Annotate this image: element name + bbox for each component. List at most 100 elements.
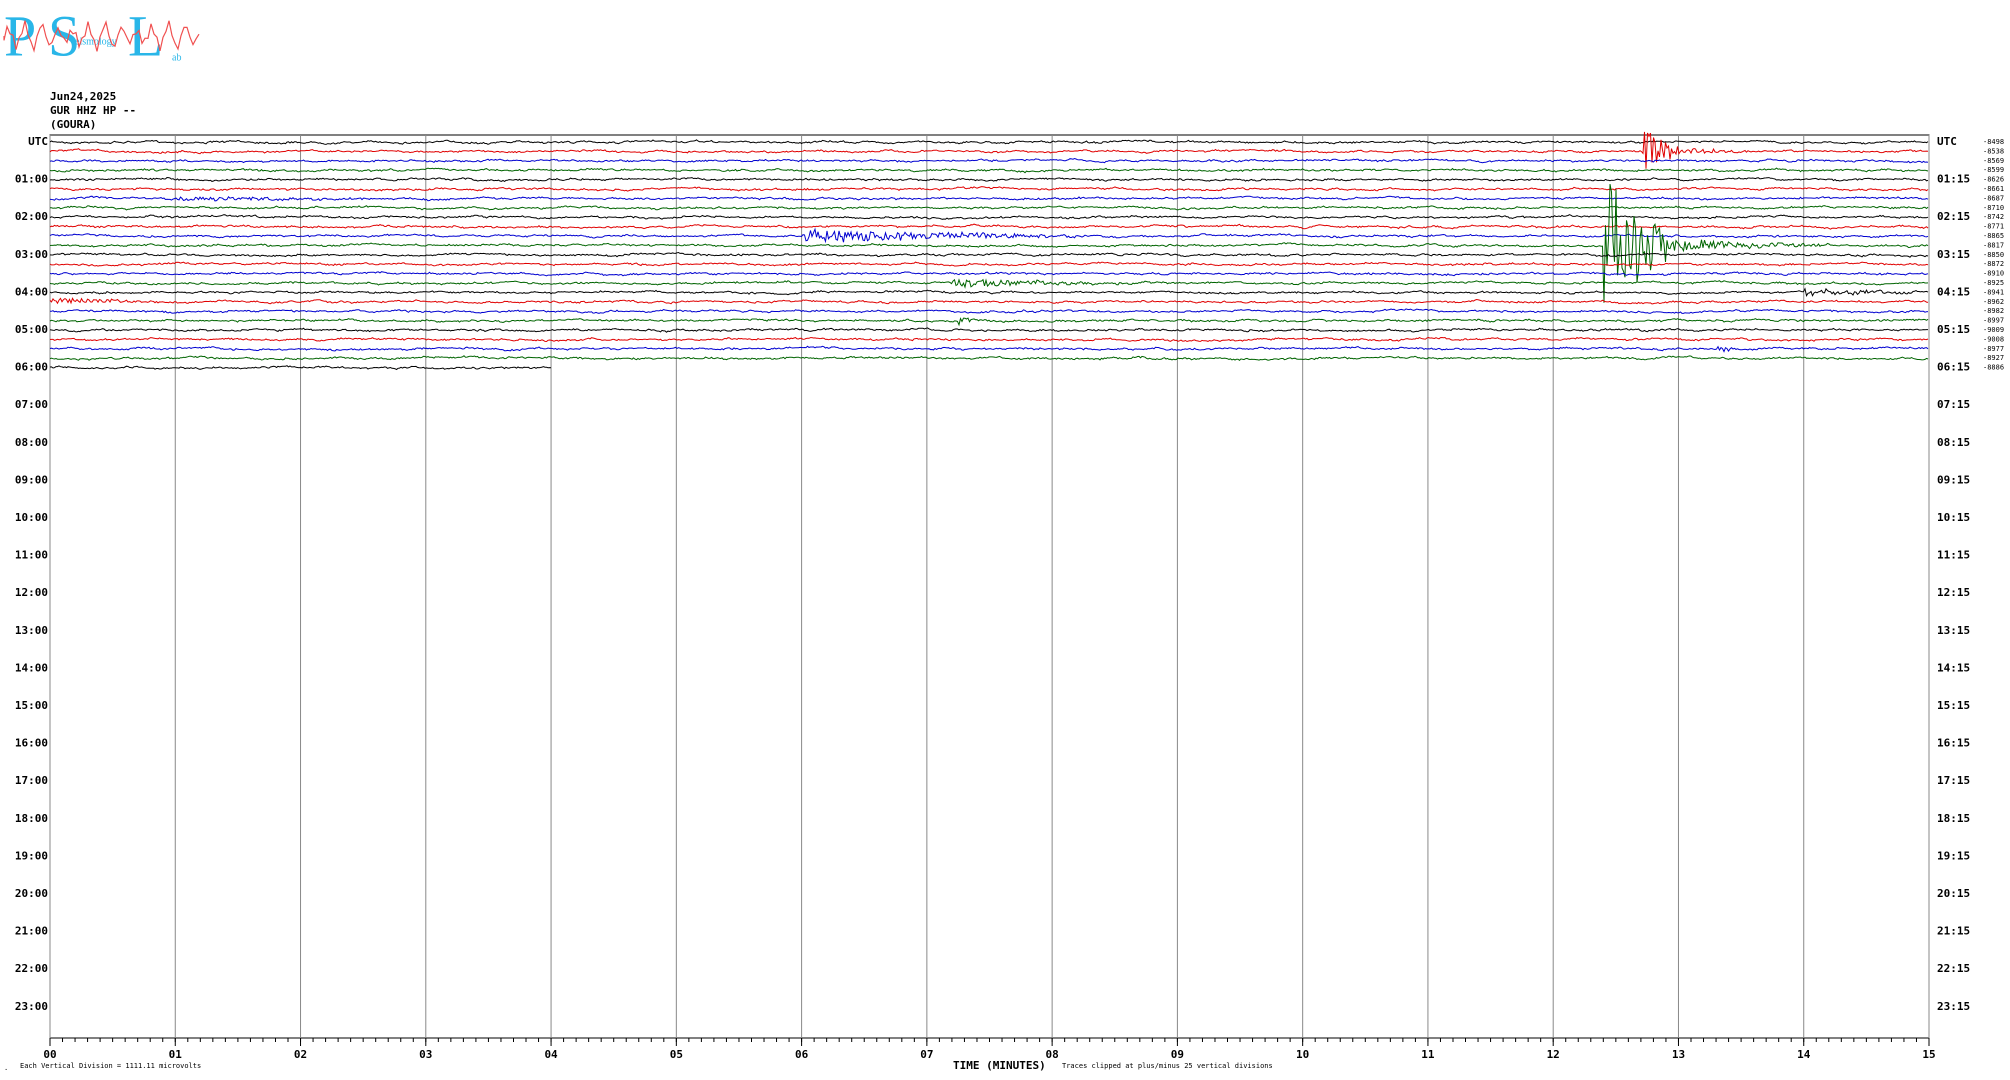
x-axis-title: TIME (MINUTES) (953, 1059, 1046, 1072)
left-hour-label: 02:00 (15, 210, 48, 223)
x-tick-label: 10 (1296, 1048, 1309, 1061)
title-line: Jun24,2025 (50, 90, 116, 103)
right-hour-label: 21:15 (1937, 925, 1970, 938)
left-hour-label: 03:00 (15, 248, 48, 261)
right-hour-label: 15:15 (1937, 699, 1970, 712)
x-tick-label: 06 (795, 1048, 809, 1061)
x-tick-label: 00 (43, 1048, 56, 1061)
trace (49, 184, 1929, 303)
left-hour-label: 19:00 (15, 849, 48, 862)
trace-offset: -8771 (1983, 223, 2004, 231)
x-tick-label: 03 (419, 1048, 432, 1061)
trace-offset: -8498 (1983, 138, 2004, 146)
right-hour-label: 07:15 (1937, 398, 1970, 411)
left-hour-label: 05:00 (15, 323, 48, 336)
left-hour-label: 10:00 (15, 511, 48, 524)
trace (49, 176, 1929, 182)
x-tick-label: 11 (1421, 1048, 1435, 1061)
trace (49, 287, 1929, 298)
title-line: (GOURA) (50, 118, 96, 131)
x-tick-label: 07 (920, 1048, 933, 1061)
trace (49, 214, 1929, 220)
trace (49, 336, 1929, 343)
trace (49, 355, 1929, 361)
right-hour-label: 12:15 (1937, 586, 1970, 599)
x-tick-label: 08 (1046, 1048, 1059, 1061)
right-hour-label: 14:15 (1937, 661, 1970, 674)
footer-mark: . (4, 1064, 8, 1072)
left-hour-label: 22:00 (15, 962, 48, 975)
trace (49, 251, 1929, 258)
x-tick-label: 12 (1547, 1048, 1560, 1061)
logo-letter: S (48, 3, 80, 68)
trace (49, 261, 1929, 267)
trace-offset: -8742 (1983, 213, 2004, 221)
plot-frame (49, 134, 1930, 1039)
logo-letter: L (128, 3, 163, 68)
right-hour-label: 10:15 (1937, 511, 1970, 524)
left-hour-label: 11:00 (15, 549, 48, 562)
trace-offset: -8710 (1983, 204, 2004, 212)
trace-offset: -8941 (1983, 288, 2004, 296)
trace (49, 157, 1929, 164)
right-hour-label: 16:15 (1937, 737, 1970, 750)
logo-wave (3, 20, 200, 53)
right-hour-label: 11:15 (1937, 549, 1970, 562)
trace-offset: -8962 (1983, 298, 2004, 306)
right-hour-label: 02:15 (1937, 210, 1970, 223)
trace-offset: -8599 (1983, 166, 2004, 174)
x-tick-label: 05 (670, 1048, 683, 1061)
right-hour-label: 23:15 (1937, 1000, 1970, 1013)
right-hour-label: 01:15 (1937, 173, 1970, 186)
left-hour-label: UTC (28, 135, 48, 148)
x-tick-label: 02 (294, 1048, 307, 1061)
trace-offset: -8865 (1983, 232, 2004, 240)
left-hour-label: 08:00 (15, 436, 48, 449)
left-hour-label: 14:00 (15, 661, 48, 674)
footer-left: Each Vertical Division = 1111.11 microvo… (20, 1062, 201, 1070)
left-hour-label: 07:00 (15, 398, 48, 411)
trace-offset: -9008 (1983, 335, 2004, 343)
trace (49, 195, 1929, 202)
x-tick-label: 14 (1797, 1048, 1811, 1061)
trace-offset: -8886 (1983, 364, 2004, 372)
right-hour-label: 08:15 (1937, 436, 1970, 449)
left-hour-label: 17:00 (15, 774, 48, 787)
right-hour-label: 22:15 (1937, 962, 1970, 975)
trace-offset: -8925 (1983, 279, 2004, 287)
left-hour-label: 09:00 (15, 473, 48, 486)
right-hour-label: 04:15 (1937, 285, 1970, 298)
x-tick-label: 09 (1171, 1048, 1184, 1061)
left-hour-label: 13:00 (15, 624, 48, 637)
right-hour-label: 18:15 (1937, 812, 1970, 825)
logo-word: ab (172, 52, 181, 63)
left-hour-label: 20:00 (15, 887, 48, 900)
left-hour-label: 15:00 (15, 699, 48, 712)
trace (50, 308, 1929, 314)
trace (49, 167, 1929, 174)
trace (49, 205, 1929, 211)
x-tick-label: 01 (169, 1048, 183, 1061)
trace-offset: -8538 (1983, 147, 2004, 155)
left-hour-label: 04:00 (15, 285, 48, 298)
right-hour-label: 17:15 (1937, 774, 1970, 787)
logo-word: eismology (75, 36, 117, 47)
left-hour-label: 18:00 (15, 812, 48, 825)
trace (49, 271, 1929, 277)
trace-offset: -8817 (1983, 241, 2004, 249)
trace (49, 297, 1929, 305)
trace-offset: -8872 (1983, 260, 2004, 268)
left-hour-label: 23:00 (15, 1000, 48, 1013)
trace (49, 345, 1929, 353)
trace-offset: -8977 (1983, 345, 2004, 353)
right-hour-label: 20:15 (1937, 887, 1970, 900)
trace (49, 227, 1929, 244)
trace (49, 139, 1929, 145)
trace (49, 327, 1928, 333)
trace-offset: -8927 (1983, 354, 2004, 362)
trace-offset: -8910 (1983, 270, 2004, 278)
trace-offset: -8661 (1983, 185, 2004, 193)
trace-offset: -8569 (1983, 157, 2004, 165)
